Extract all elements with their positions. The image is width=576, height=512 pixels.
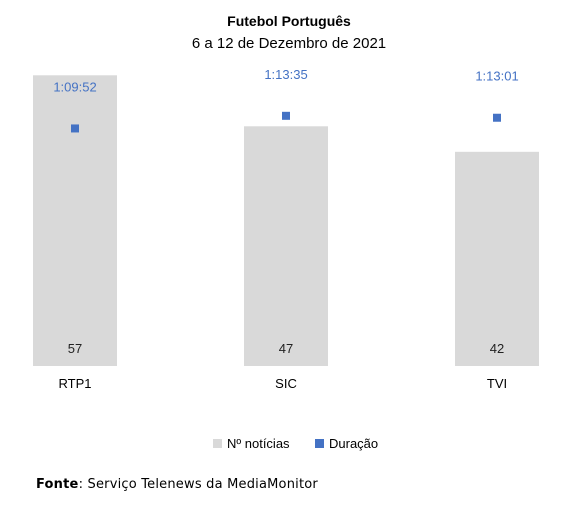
bar-rtp1 <box>33 75 117 367</box>
bar-tvi <box>455 151 539 366</box>
legend-label-duracao: Duração <box>329 436 378 451</box>
duration-marker-rtp1 <box>71 124 79 133</box>
bar-value-label-tvi: 42 <box>490 341 504 356</box>
legend-swatch-noticias <box>213 439 222 448</box>
chart-title: Futebol Português <box>227 13 351 29</box>
category-label-sic: SIC <box>275 376 297 391</box>
bars-group: 57 RTP1 47 SIC 42 TVI <box>33 75 539 391</box>
chart-subtitle: 6 a 12 de Dezembro de 2021 <box>192 35 386 52</box>
markers-group: 1:09:52 1:13:35 1:13:01 <box>53 67 519 133</box>
category-label-rtp1: RTP1 <box>59 376 92 391</box>
bar-sic <box>244 126 328 366</box>
duration-label-rtp1: 1:09:52 <box>53 79 96 94</box>
duration-marker-tvi <box>493 113 501 122</box>
source-label: Fonte <box>36 477 79 492</box>
duration-label-sic: 1:13:35 <box>264 67 307 82</box>
bar-value-label-sic: 47 <box>279 341 293 356</box>
bar-value-label-rtp1: 57 <box>68 341 82 356</box>
duration-marker-sic <box>282 111 290 120</box>
chart: Futebol Português 6 a 12 de Dezembro de … <box>33 13 539 451</box>
legend: Nº notícias Duração <box>213 436 378 451</box>
duration-label-tvi: 1:13:01 <box>475 69 518 84</box>
legend-label-noticias: Nº notícias <box>227 436 290 451</box>
source-text: Serviço Telenews da MediaMonitor <box>87 477 318 492</box>
source-note: Fonte: Serviço Telenews da MediaMonitor <box>36 477 318 492</box>
category-label-tvi: TVI <box>487 376 507 391</box>
legend-swatch-duracao <box>315 439 324 448</box>
